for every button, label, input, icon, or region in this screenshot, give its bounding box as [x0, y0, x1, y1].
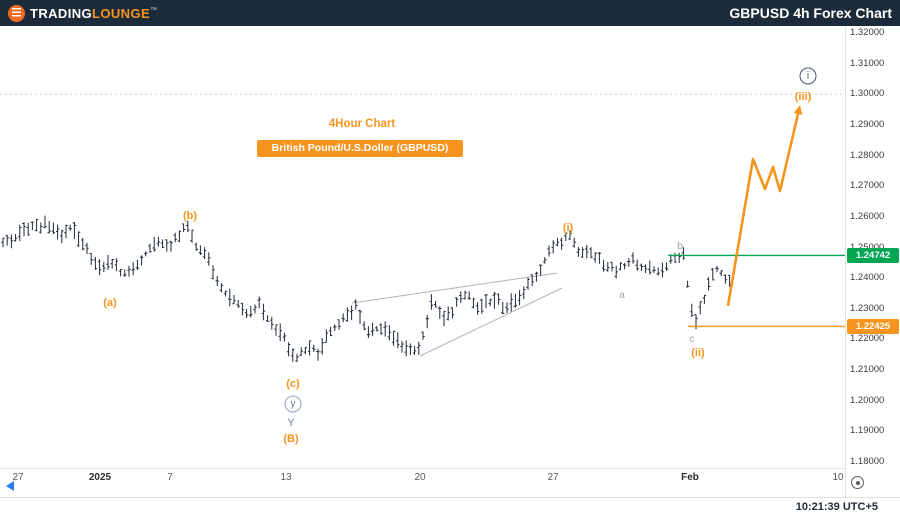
- wave-label-c: (c): [286, 378, 300, 390]
- price-axis[interactable]: 1.32000 1.31000 1.30000 1.29000 1.28000 1.270…: [845, 26, 900, 468]
- wave-label-i: i: [807, 71, 809, 82]
- y-axis-label: 1.21000: [850, 364, 885, 376]
- trendline-1[interactable]: [419, 287, 563, 357]
- brand-logo: TRADING LOUNGE ™: [8, 4, 158, 22]
- x-axis-label: 2025: [88, 472, 112, 483]
- y-axis-label: 1.20000: [850, 394, 885, 406]
- price-level-badge: 1.24742: [847, 247, 899, 263]
- ohlc-bars: [1, 215, 732, 363]
- time-axis[interactable]: 27 2025 7 13 20 27 Feb 10: [0, 468, 845, 485]
- y-axis-label: 1.24000: [850, 272, 885, 284]
- chart-pair-label: British Pound/U.S.Doller (GBPUSD): [257, 140, 463, 157]
- scroll-left-arrow-icon[interactable]: [6, 481, 14, 491]
- x-axis-label: 27: [547, 472, 559, 483]
- y-axis-label: 1.22000: [850, 333, 885, 345]
- x-axis-label: 13: [280, 472, 292, 483]
- wave-label-circle-12: [799, 67, 817, 85]
- projection-arrowhead: [793, 105, 803, 116]
- wave-label-circle-3: [284, 395, 302, 413]
- wave-label-ii: (ii): [691, 347, 705, 359]
- axis-divider: [845, 468, 846, 497]
- wave-label-a: a: [619, 289, 625, 301]
- y-axis-label: 1.25000: [850, 242, 884, 253]
- brand-trading-text: TRADING: [30, 5, 93, 21]
- header-bar: TRADING LOUNGE ™ GBPUSD 4h Forex Chart: [0, 0, 900, 26]
- wave-label-Y: Y: [287, 417, 295, 429]
- wave-label-c: c: [689, 333, 694, 345]
- x-axis-label: 7: [167, 472, 173, 483]
- projection-arrow: [726, 113, 800, 307]
- price-chart[interactable]: (a) (b) (c) yY (B) (i) a b c (ii) (iii) i: [0, 26, 845, 468]
- x-axis-label: 20: [414, 472, 426, 483]
- y-axis-label: 1.18000: [850, 456, 885, 467]
- y-axis-label: 1.19000: [850, 425, 885, 437]
- wave-label-b: b: [677, 240, 683, 252]
- y-axis-label: 1.32000: [850, 27, 885, 38]
- x-axis-label: Feb: [681, 472, 699, 483]
- price-level-badge: 1.22425: [847, 318, 899, 334]
- wave-label-iii: (iii): [795, 91, 812, 103]
- menu-lines-icon: [12, 8, 21, 18]
- clock-timestamp: 10:21:39 UTC+5: [795, 501, 878, 513]
- x-axis-label: 27: [12, 472, 24, 483]
- wave-label-i: (i): [563, 222, 574, 234]
- wave-label-b: (b): [183, 210, 197, 222]
- go-to-realtime-icon[interactable]: [851, 476, 864, 489]
- trademark-symbol: ™: [150, 6, 158, 14]
- wave-label-B: (B): [283, 433, 299, 445]
- y-axis-label: 1.30000: [850, 88, 885, 100]
- chart-period-label: 4Hour Chart: [328, 118, 396, 130]
- tradinglounge-logo-icon: [8, 4, 25, 22]
- wave-label-y: y: [291, 399, 296, 410]
- x-axis-label: 10: [832, 472, 844, 483]
- page-title: GBPUSD 4h Forex Chart: [729, 5, 892, 21]
- trendline-0[interactable]: [351, 272, 558, 304]
- y-axis-label: 1.29000: [850, 118, 885, 130]
- y-axis-label: 1.23000: [850, 302, 885, 314]
- y-axis-label: 1.28000: [850, 149, 885, 161]
- y-axis-label: 1.27000: [850, 180, 885, 192]
- brand-lounge-text: LOUNGE: [92, 5, 151, 21]
- y-axis-label: 1.26000: [850, 210, 885, 222]
- y-axis-label: 1.31000: [850, 57, 885, 69]
- wave-label-a: (a): [103, 297, 117, 309]
- bottom-divider: [0, 497, 900, 498]
